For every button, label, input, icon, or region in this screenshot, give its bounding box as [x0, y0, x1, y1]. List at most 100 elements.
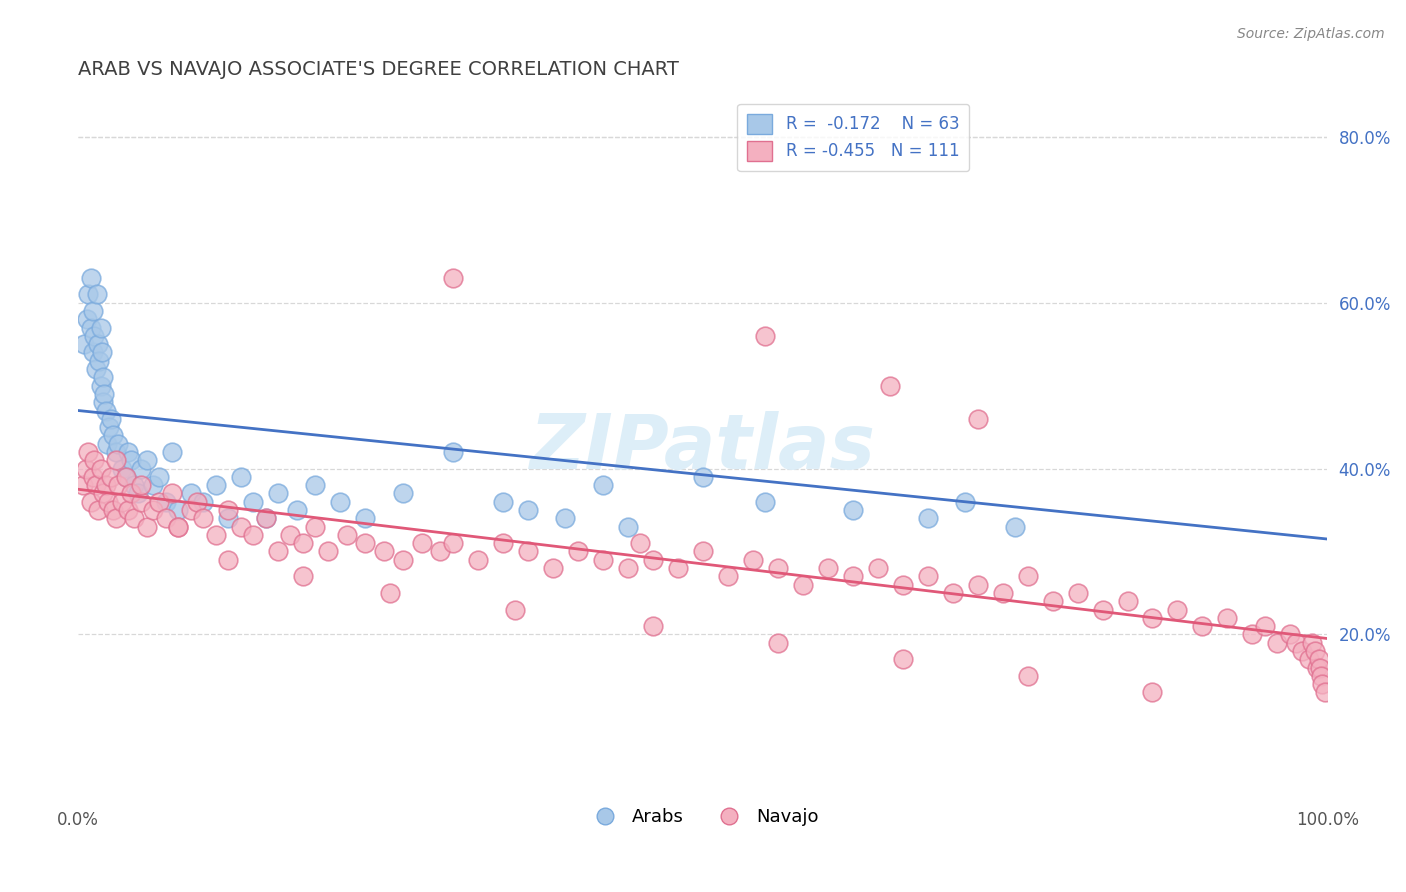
Point: [441, 270, 464, 285]
Point: [1291, 644, 1313, 658]
Point: [692, 544, 714, 558]
Point: [186, 494, 208, 508]
Point: [82, 304, 104, 318]
Point: [94, 403, 117, 417]
Point: [79, 270, 101, 285]
Point: [741, 553, 763, 567]
Point: [83, 453, 105, 467]
Point: [89, 353, 111, 368]
Point: [717, 569, 740, 583]
Point: [1216, 611, 1239, 625]
Point: [966, 412, 988, 426]
Point: [129, 478, 152, 492]
Point: [991, 586, 1014, 600]
Point: [280, 528, 302, 542]
Point: [1306, 660, 1329, 674]
Point: [180, 486, 202, 500]
Point: [841, 569, 863, 583]
Point: [1301, 635, 1323, 649]
Point: [111, 461, 134, 475]
Point: [91, 370, 114, 384]
Point: [516, 544, 538, 558]
Point: [628, 536, 651, 550]
Point: [304, 519, 326, 533]
Point: [101, 503, 124, 517]
Point: [841, 503, 863, 517]
Point: [754, 329, 776, 343]
Point: [505, 602, 527, 616]
Point: [217, 553, 239, 567]
Point: [82, 345, 104, 359]
Point: [392, 553, 415, 567]
Point: [90, 345, 112, 359]
Point: [1091, 602, 1114, 616]
Point: [1142, 685, 1164, 699]
Point: [100, 412, 122, 426]
Point: [1278, 627, 1301, 641]
Point: [966, 577, 988, 591]
Point: [891, 652, 914, 666]
Point: [891, 577, 914, 591]
Point: [1285, 635, 1308, 649]
Point: [93, 387, 115, 401]
Point: [167, 519, 190, 533]
Point: [817, 561, 839, 575]
Point: [917, 569, 939, 583]
Point: [354, 536, 377, 550]
Point: [142, 478, 165, 492]
Point: [148, 494, 170, 508]
Point: [592, 478, 614, 492]
Point: [160, 445, 183, 459]
Point: [1066, 586, 1088, 600]
Point: [229, 470, 252, 484]
Point: [107, 478, 129, 492]
Point: [229, 519, 252, 533]
Point: [953, 494, 976, 508]
Point: [267, 486, 290, 500]
Point: [666, 561, 689, 575]
Point: [1042, 594, 1064, 608]
Point: [492, 536, 515, 550]
Point: [90, 461, 112, 475]
Point: [917, 511, 939, 525]
Point: [87, 503, 110, 517]
Point: [304, 478, 326, 492]
Point: [329, 494, 352, 508]
Point: [167, 519, 190, 533]
Point: [72, 478, 94, 492]
Point: [792, 577, 814, 591]
Point: [541, 561, 564, 575]
Point: [114, 470, 136, 484]
Point: [316, 544, 339, 558]
Point: [641, 619, 664, 633]
Point: [217, 511, 239, 525]
Point: [1267, 635, 1289, 649]
Point: [77, 287, 100, 301]
Point: [373, 544, 395, 558]
Point: [104, 511, 127, 525]
Point: [129, 494, 152, 508]
Point: [84, 478, 107, 492]
Point: [90, 320, 112, 334]
Point: [592, 553, 614, 567]
Point: [1309, 660, 1331, 674]
Point: [441, 445, 464, 459]
Point: [411, 536, 433, 550]
Point: [1142, 611, 1164, 625]
Point: [617, 561, 640, 575]
Point: [180, 503, 202, 517]
Point: [1017, 669, 1039, 683]
Point: [135, 453, 157, 467]
Point: [148, 470, 170, 484]
Point: [1308, 652, 1330, 666]
Legend: Arabs, Navajo: Arabs, Navajo: [579, 801, 825, 833]
Point: [142, 503, 165, 517]
Point: [76, 312, 98, 326]
Point: [82, 470, 104, 484]
Point: [1017, 569, 1039, 583]
Point: [107, 436, 129, 450]
Point: [129, 461, 152, 475]
Point: [392, 486, 415, 500]
Point: [1298, 652, 1320, 666]
Point: [267, 544, 290, 558]
